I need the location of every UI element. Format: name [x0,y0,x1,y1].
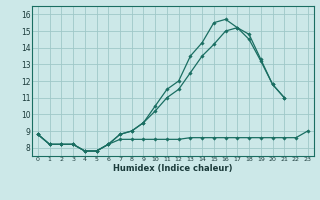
X-axis label: Humidex (Indice chaleur): Humidex (Indice chaleur) [113,164,233,173]
